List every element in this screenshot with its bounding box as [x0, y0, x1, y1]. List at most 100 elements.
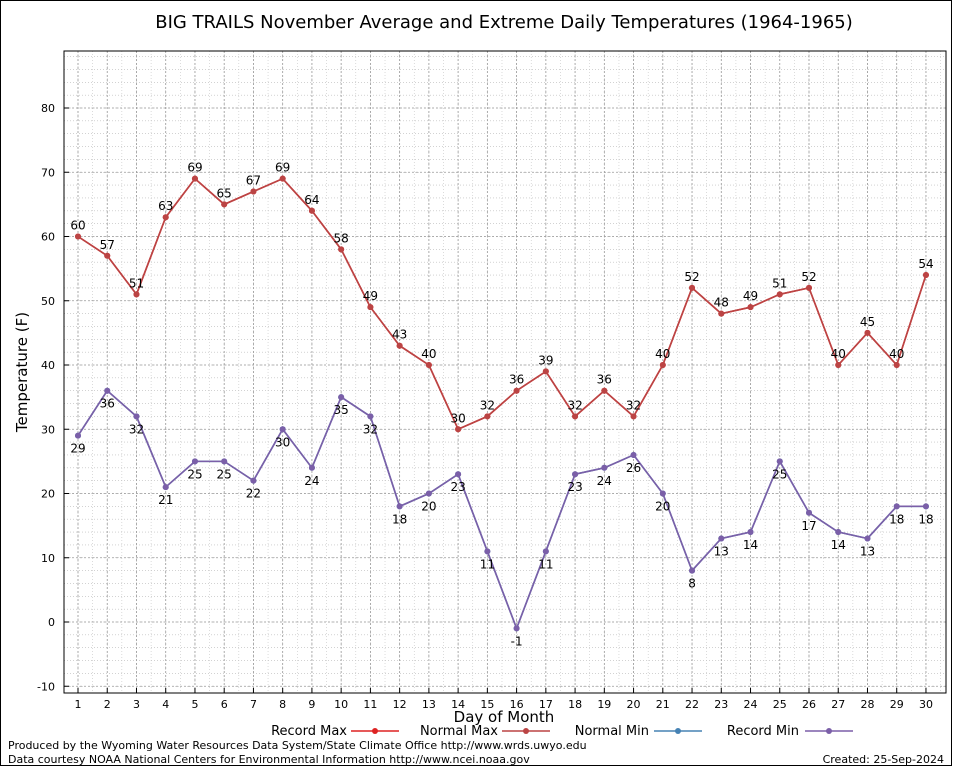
data-point	[572, 471, 579, 478]
legend-swatch-marker	[675, 728, 681, 734]
data-point	[425, 362, 432, 368]
min-value-label: 32	[363, 422, 378, 436]
min-value-label: 18	[889, 512, 904, 526]
data-point	[367, 413, 374, 420]
data-point	[893, 362, 900, 368]
max-value-label: 49	[363, 289, 378, 303]
max-value-label: 65	[217, 186, 232, 200]
max-value-label: 40	[421, 347, 436, 361]
data-point	[308, 207, 315, 214]
x-tick-label: 10	[334, 698, 348, 711]
data-point	[542, 368, 549, 375]
min-value-label: 13	[860, 544, 875, 558]
data-point	[572, 413, 579, 420]
data-point	[513, 625, 520, 632]
x-tick-label: 14	[451, 698, 465, 711]
max-value-label: 52	[684, 270, 699, 284]
max-value-label: 32	[567, 398, 582, 412]
data-point	[806, 509, 812, 516]
data-point	[279, 175, 286, 182]
x-tick-label: 17	[539, 698, 553, 711]
data-point	[689, 567, 696, 574]
data-labels: 60 57 51 63 69 65 67 69 64 58 49 43 40 30 32 36 39 32 36 32…	[70, 161, 933, 649]
data-point	[922, 503, 929, 510]
data-point	[338, 246, 345, 253]
min-value-label: 29	[70, 442, 85, 456]
legend: Record Max Normal Max Normal Min Record Min	[271, 724, 853, 739]
data-point	[396, 342, 403, 349]
x-tick-label: 24	[744, 698, 758, 711]
y-tick-label: 30	[41, 423, 55, 436]
legend-swatch-marker	[523, 728, 529, 734]
data-point	[601, 387, 608, 394]
data-point	[75, 233, 81, 240]
x-tick-label: 12	[393, 698, 407, 711]
data-point	[718, 310, 725, 317]
y-tick-label: 0	[48, 616, 55, 629]
min-value-label: 24	[304, 474, 319, 488]
y-tick-label: 60	[41, 231, 55, 244]
min-value-label: 23	[450, 480, 465, 494]
x-tick-label: 8	[279, 698, 286, 711]
x-tick-label: 19	[597, 698, 611, 711]
footer-created-date: Created: 25-Sep-2024	[823, 753, 944, 766]
min-value-label: 35	[334, 403, 349, 417]
max-value-label: 39	[538, 353, 553, 367]
data-point	[659, 362, 666, 368]
min-value-label: 17	[801, 519, 816, 533]
y-tick-label: 40	[41, 359, 55, 372]
x-tick-label: 5	[191, 698, 198, 711]
min-value-label: 11	[480, 557, 495, 571]
footer-produced-by: Produced by the Wyoming Water Resources …	[8, 739, 587, 752]
x-tick-label: 13	[422, 698, 436, 711]
min-value-label: 11	[538, 557, 553, 571]
data-point	[630, 451, 637, 458]
x-tick-label: 7	[250, 698, 257, 711]
data-point	[133, 413, 140, 420]
x-axis-title: Day of Month	[454, 708, 555, 726]
max-value-label: 54	[918, 257, 933, 271]
data-point	[864, 535, 871, 542]
y-tick-label: 70	[41, 166, 55, 179]
data-point	[75, 432, 81, 439]
data-point	[221, 201, 228, 208]
data-point	[893, 503, 900, 510]
min-value-label: 30	[275, 435, 290, 449]
data-point	[484, 548, 491, 555]
data-point	[191, 458, 198, 465]
data-point	[250, 477, 257, 484]
data-point	[776, 458, 783, 465]
data-point	[425, 490, 432, 497]
series-line	[77, 177, 927, 431]
data-point	[221, 458, 228, 465]
x-tick-label: 29	[890, 698, 904, 711]
chart-title: BIG TRAILS November Average and Extreme …	[155, 12, 853, 33]
max-value-label: 40	[889, 347, 904, 361]
x-tick-label: 21	[656, 698, 670, 711]
y-axis-ticks: -10 0 10 20 30 40 50 60 70 80	[37, 102, 69, 693]
x-tick-label: 25	[773, 698, 787, 711]
max-value-label: 40	[655, 347, 670, 361]
data-point	[689, 284, 696, 291]
data-point	[806, 284, 812, 291]
min-value-label: 20	[655, 500, 670, 514]
data-point	[747, 529, 754, 536]
legend-swatch-marker	[372, 728, 378, 734]
data-point	[542, 548, 549, 555]
series-layer	[75, 175, 929, 632]
max-value-label: 60	[70, 219, 85, 233]
legend-label: Record Min	[727, 724, 799, 739]
min-value-label: -1	[511, 634, 523, 648]
x-tick-label: 27	[831, 698, 845, 711]
legend-label: Record Max	[271, 724, 347, 739]
minor-grid	[64, 51, 946, 693]
x-tick-label: 26	[802, 698, 816, 711]
series-line	[77, 389, 926, 631]
max-value-label: 51	[772, 276, 787, 290]
max-value-label: 58	[334, 231, 349, 245]
min-value-label: 25	[187, 467, 202, 481]
data-point	[747, 304, 754, 311]
x-tick-label: 6	[221, 698, 228, 711]
min-value-label: 18	[918, 512, 933, 526]
